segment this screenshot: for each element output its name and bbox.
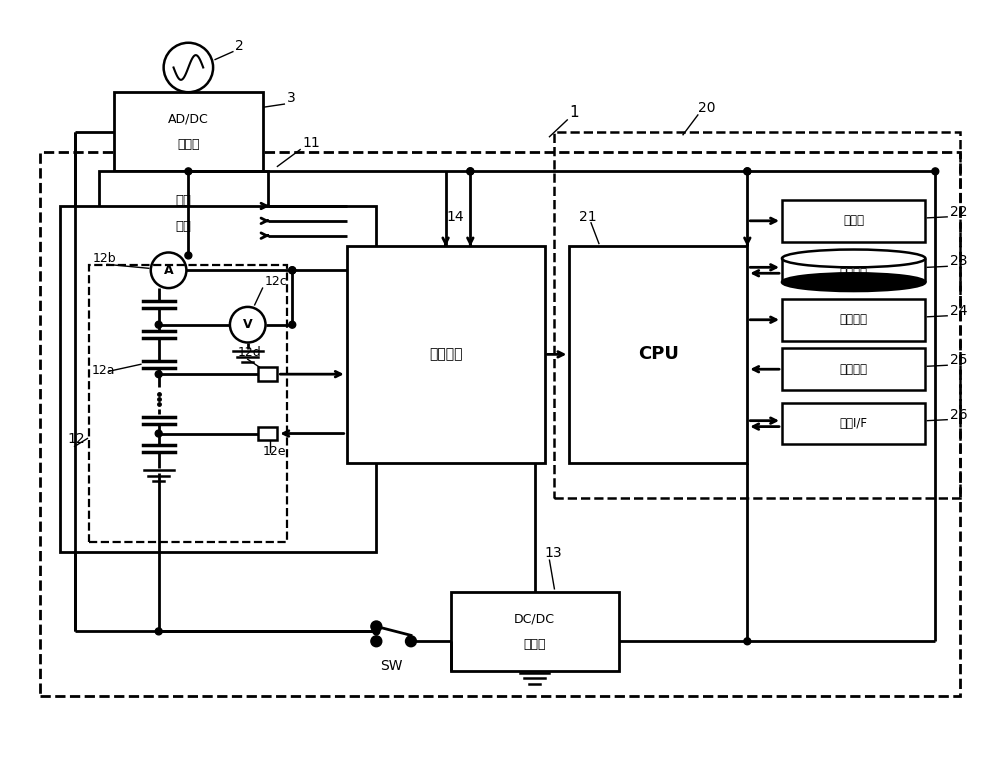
Text: DC/DC: DC/DC <box>514 612 555 625</box>
Bar <box>782 200 925 241</box>
Text: 变换器: 变换器 <box>523 638 546 650</box>
Text: V: V <box>243 318 253 331</box>
Text: 12b: 12b <box>92 252 116 266</box>
Text: 2: 2 <box>235 39 244 53</box>
Text: 充电: 充电 <box>175 194 191 207</box>
Text: 26: 26 <box>950 407 968 421</box>
Text: 存储装置: 存储装置 <box>840 266 868 280</box>
Bar <box>60 206 376 552</box>
Text: 22: 22 <box>950 205 968 219</box>
Text: 12e: 12e <box>263 446 286 458</box>
Text: A: A <box>164 264 173 277</box>
Circle shape <box>744 168 751 174</box>
Text: 12: 12 <box>68 432 85 446</box>
Circle shape <box>289 267 296 273</box>
Text: 12a: 12a <box>91 364 115 377</box>
Bar <box>258 427 277 440</box>
Text: 25: 25 <box>950 353 968 367</box>
Bar <box>554 132 960 498</box>
Circle shape <box>289 267 296 273</box>
Text: 变换器: 变换器 <box>177 138 200 151</box>
Text: 显示装置: 显示装置 <box>840 313 868 326</box>
Circle shape <box>467 168 474 174</box>
Circle shape <box>406 636 416 647</box>
Circle shape <box>371 636 382 647</box>
Circle shape <box>185 252 192 259</box>
Text: 3: 3 <box>287 91 296 105</box>
Bar <box>347 245 545 464</box>
Circle shape <box>467 168 474 174</box>
Circle shape <box>289 321 296 328</box>
Text: 23: 23 <box>950 254 968 268</box>
Text: 21: 21 <box>579 210 597 224</box>
Ellipse shape <box>782 273 925 291</box>
Bar <box>258 367 277 381</box>
Bar <box>782 403 925 444</box>
Circle shape <box>932 168 939 174</box>
Bar <box>114 92 263 171</box>
Text: SW: SW <box>380 659 402 673</box>
Text: 控制电路: 控制电路 <box>429 347 462 361</box>
Circle shape <box>155 321 162 328</box>
Circle shape <box>744 638 751 645</box>
Text: 1: 1 <box>569 105 579 120</box>
Text: 存储器: 存储器 <box>843 214 864 227</box>
Text: AD/DC: AD/DC <box>168 112 209 125</box>
Text: 输入装置: 输入装置 <box>840 363 868 375</box>
Circle shape <box>155 430 162 437</box>
Text: CPU: CPU <box>638 345 679 363</box>
Bar <box>89 266 287 542</box>
Bar <box>782 348 925 390</box>
Text: 11: 11 <box>302 136 320 150</box>
Bar <box>569 245 747 464</box>
Text: 12c: 12c <box>265 275 287 288</box>
Text: 20: 20 <box>698 101 715 115</box>
Circle shape <box>155 628 162 635</box>
Text: 13: 13 <box>545 546 562 560</box>
Text: 通信I/F: 通信I/F <box>840 417 868 430</box>
Text: 24: 24 <box>950 304 968 318</box>
Circle shape <box>155 371 162 378</box>
Text: 12d: 12d <box>238 347 262 359</box>
Circle shape <box>371 621 382 632</box>
Text: 电路: 电路 <box>175 220 191 233</box>
Circle shape <box>744 168 751 174</box>
Bar <box>451 592 619 671</box>
Bar <box>782 299 925 340</box>
Bar <box>40 152 960 696</box>
Circle shape <box>185 168 192 174</box>
Bar <box>99 171 268 256</box>
Text: 14: 14 <box>447 210 464 224</box>
Circle shape <box>373 628 380 635</box>
